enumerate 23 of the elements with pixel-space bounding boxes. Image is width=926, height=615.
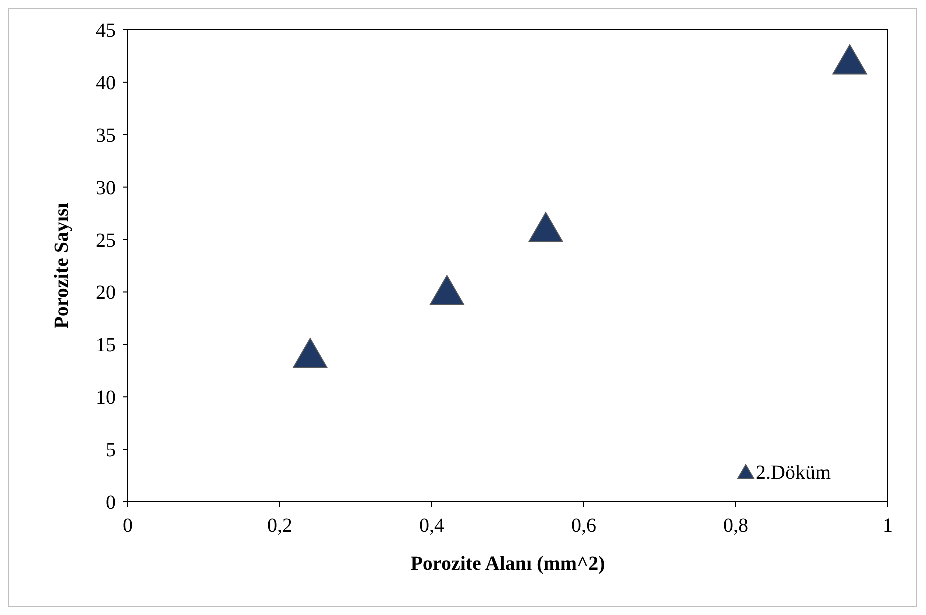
y-tick-label: 30 — [96, 177, 116, 200]
y-tick-label: 20 — [96, 282, 116, 304]
x-axis-title: Porozite Alanı (mm^2) — [410, 553, 606, 575]
x-tick-label: 0 — [123, 515, 133, 537]
x-tick-label: 0,4 — [420, 515, 444, 537]
y-tick-label: 40 — [96, 72, 116, 94]
y-tick-label: 45 — [96, 20, 116, 42]
y-tick-label: 15 — [96, 334, 116, 357]
legend-label: 2.Döküm — [756, 462, 832, 484]
x-tick-label: 0,2 — [268, 515, 292, 537]
x-tick-label: 0,6 — [572, 515, 596, 537]
y-tick-label: 25 — [96, 230, 116, 252]
point — [528, 212, 564, 243]
y-tick-label: 0 — [106, 492, 116, 514]
y-tick-label: 10 — [96, 387, 116, 410]
point — [832, 44, 868, 75]
x-tick-label: 0,8 — [724, 515, 748, 537]
y-axis-title: Porozite Sayısı — [51, 202, 73, 329]
point — [430, 275, 465, 306]
x-tick-label: 1 — [883, 515, 893, 537]
point — [292, 338, 328, 368]
y-tick-label: 35 — [96, 124, 116, 147]
y-tick-label: 5 — [106, 440, 116, 462]
